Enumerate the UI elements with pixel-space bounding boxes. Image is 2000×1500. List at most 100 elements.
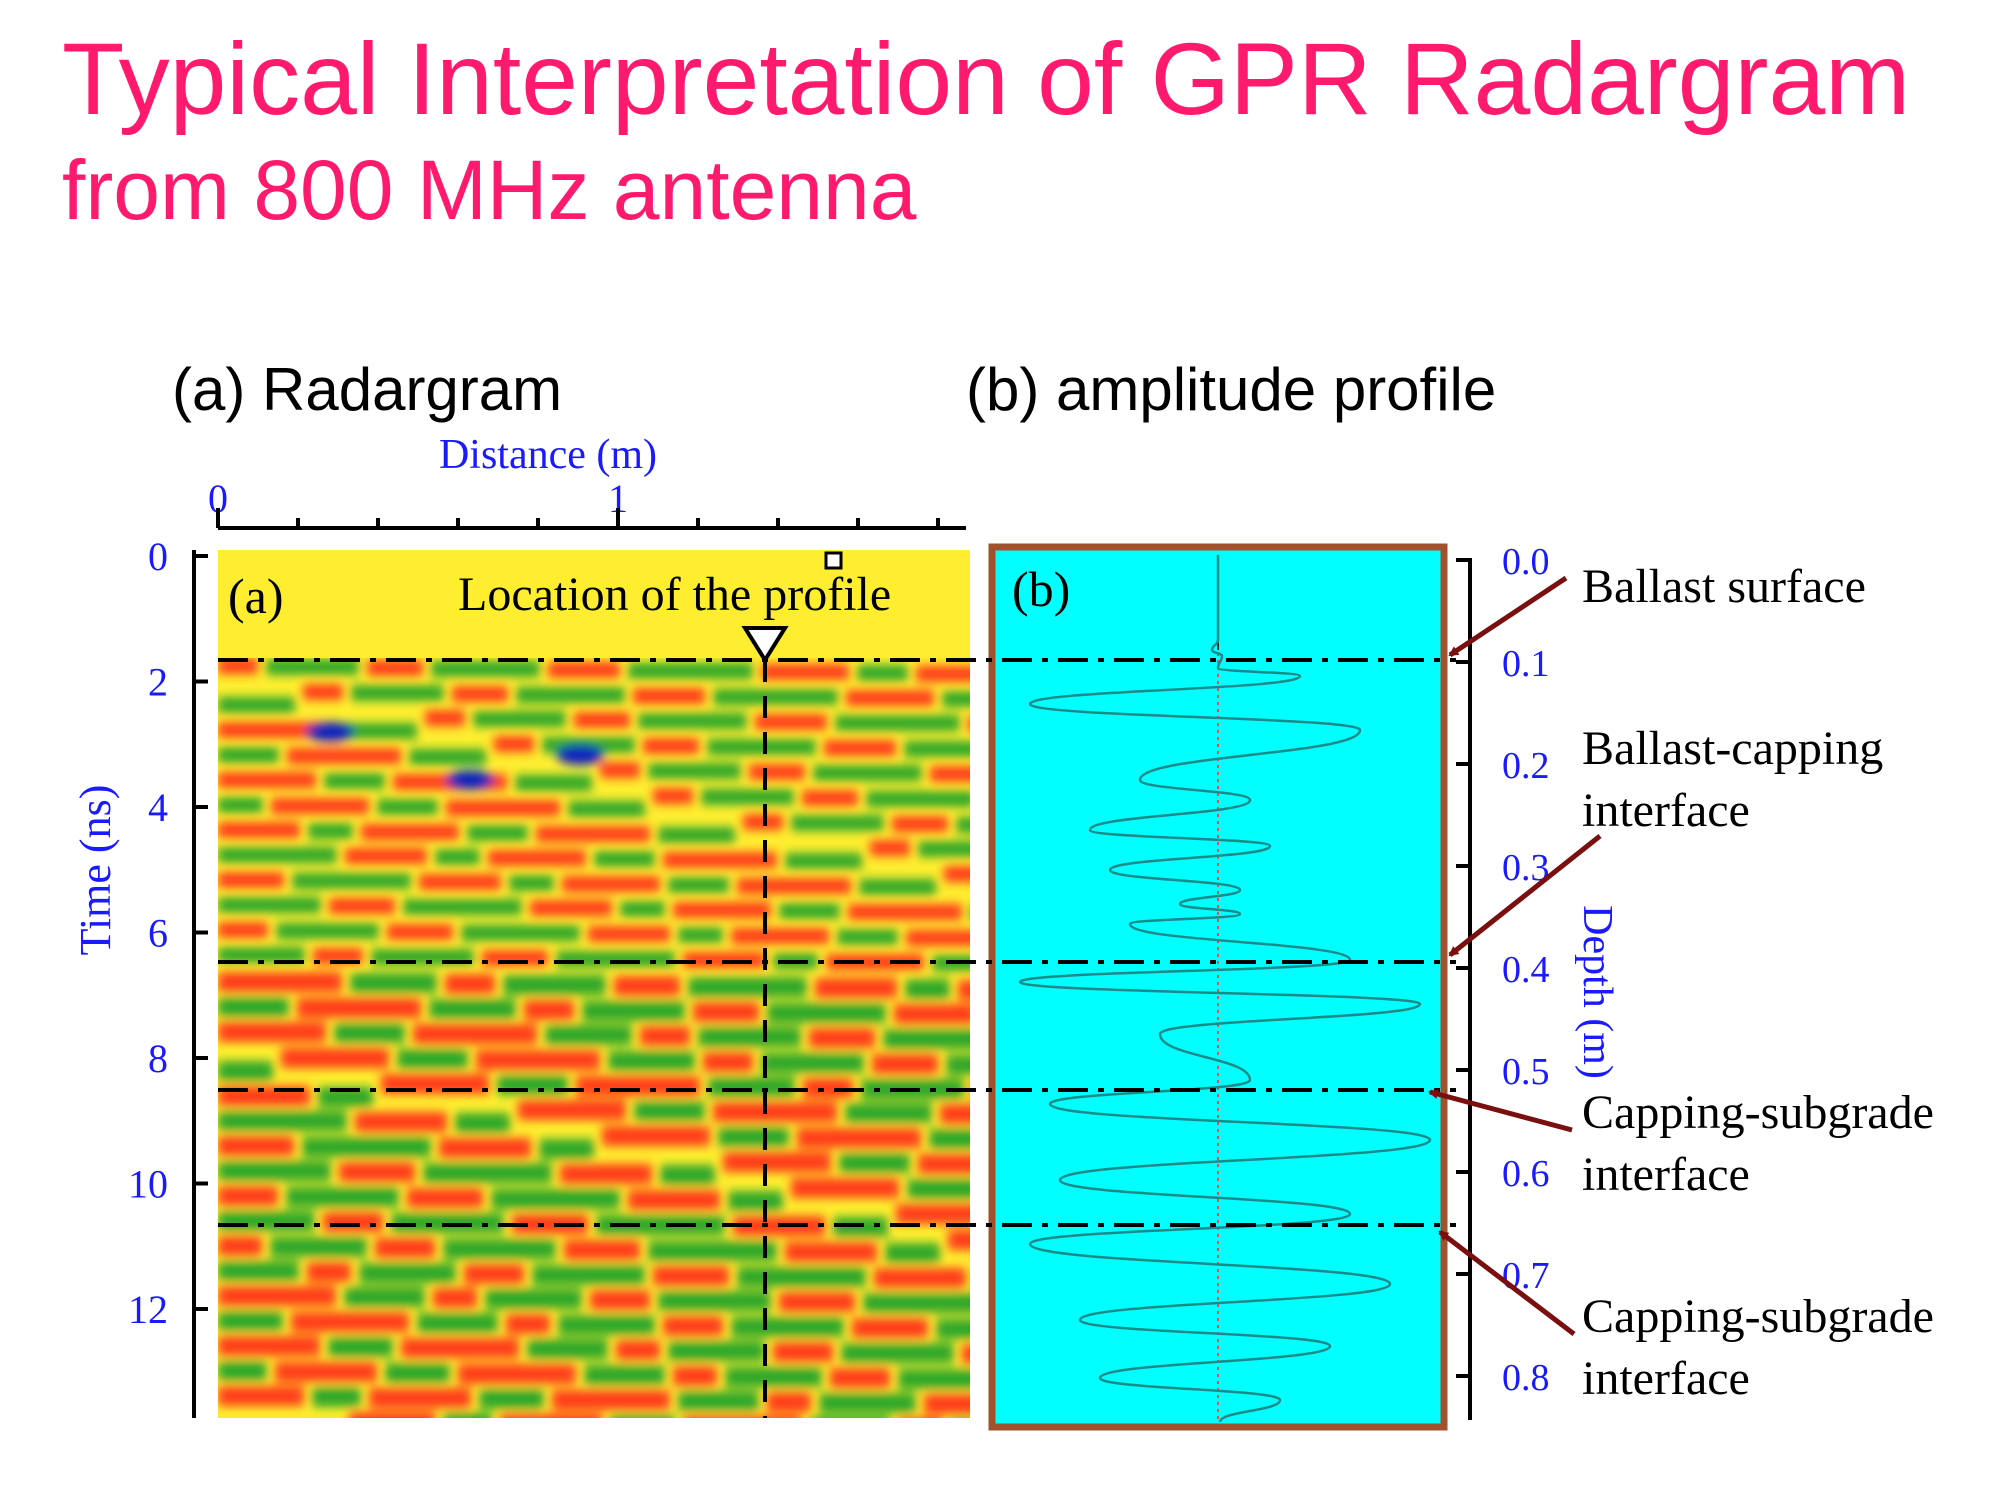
radargram-band bbox=[218, 1136, 294, 1156]
panel-b-inset-label: (b) bbox=[1012, 561, 1070, 617]
radargram-band bbox=[385, 1363, 450, 1383]
radargram-band bbox=[707, 739, 816, 755]
radargram-band bbox=[568, 801, 645, 817]
radargram-band bbox=[527, 1339, 608, 1359]
radargram-band bbox=[866, 791, 970, 807]
radargram-band bbox=[506, 1314, 550, 1334]
radargram-band bbox=[870, 840, 910, 856]
radargram-band bbox=[446, 800, 560, 816]
y-axis-label: Time (ns) bbox=[71, 785, 120, 956]
depth-tick-label: 0.4 bbox=[1502, 949, 1550, 991]
radargram-band bbox=[433, 1288, 477, 1308]
radargram-band bbox=[584, 1365, 665, 1385]
radargram-band bbox=[307, 1262, 351, 1282]
radargram-band bbox=[218, 1161, 331, 1181]
radargram-band bbox=[929, 1129, 970, 1149]
radargram-band bbox=[417, 1313, 498, 1333]
radargram-band bbox=[905, 979, 950, 999]
radargram-band bbox=[564, 1240, 640, 1260]
radargram-band bbox=[488, 850, 586, 866]
radargram-band bbox=[312, 1387, 361, 1407]
annotation-capping-subgrade-2-line1: Capping-subgrade bbox=[1582, 1290, 1934, 1343]
radargram-image bbox=[218, 550, 970, 1418]
radargram-band bbox=[600, 762, 640, 778]
radargram-band bbox=[663, 852, 777, 868]
slide-title: Typical Interpretation of GPR Radargram bbox=[62, 22, 1911, 136]
small-marker-square bbox=[824, 551, 843, 570]
annotation-capping-subgrade-1-line2: interface bbox=[1582, 1148, 1750, 1201]
radargram-band bbox=[779, 1292, 855, 1312]
radargram-band bbox=[351, 685, 444, 701]
radargram-band bbox=[930, 766, 970, 782]
radargram-band bbox=[485, 1289, 582, 1309]
radargram-band bbox=[640, 1026, 690, 1046]
interpretation-lines bbox=[218, 658, 1456, 1227]
panel-b-heading: (b) amplitude profile bbox=[966, 356, 1496, 423]
radargram-band bbox=[894, 1004, 970, 1024]
radargram-band bbox=[397, 1049, 468, 1069]
radargram-band bbox=[683, 1416, 801, 1418]
radargram-band bbox=[291, 1312, 409, 1332]
radargram-band bbox=[773, 1342, 833, 1362]
radargram-band bbox=[218, 947, 305, 963]
annotation-ballast-capping-line2: interface bbox=[1582, 784, 1750, 837]
radargram-band bbox=[737, 878, 851, 894]
radargram-band bbox=[218, 822, 300, 838]
panel-a-heading: (a) Radargram bbox=[172, 356, 562, 423]
radargram-band bbox=[287, 748, 401, 764]
radargram-band bbox=[218, 1236, 262, 1256]
y-tick-label: 12 bbox=[128, 1287, 168, 1332]
radargram-band bbox=[761, 1053, 864, 1073]
radargram-band bbox=[401, 1338, 519, 1358]
radargram-band bbox=[779, 903, 840, 919]
radargram-band bbox=[791, 1178, 899, 1198]
radargram-band bbox=[688, 977, 807, 997]
radargram-band bbox=[340, 723, 417, 739]
radargram-band bbox=[809, 1417, 890, 1418]
x-axis-label: Distance (m) bbox=[439, 432, 657, 478]
radargram-band bbox=[846, 690, 934, 706]
radargram-band bbox=[323, 1212, 383, 1232]
radargram-band bbox=[713, 689, 838, 705]
radargram-band bbox=[560, 1164, 652, 1184]
radargram-band bbox=[819, 1393, 916, 1413]
radargram-band bbox=[562, 876, 660, 892]
radargram-band bbox=[731, 928, 829, 944]
radargram-band bbox=[369, 1388, 471, 1408]
radargram-band bbox=[419, 874, 501, 890]
depth-tick-label: 0.6 bbox=[1502, 1153, 1550, 1195]
radargram-band bbox=[218, 897, 321, 913]
radargram-band bbox=[302, 1137, 431, 1157]
radargram-band bbox=[576, 1076, 700, 1096]
radargram-band bbox=[673, 1366, 717, 1386]
radargram-band bbox=[218, 772, 316, 788]
radargram-band bbox=[701, 789, 794, 805]
radargram-band bbox=[439, 1138, 531, 1158]
radargram-band bbox=[582, 1001, 685, 1021]
radargram-band bbox=[464, 1264, 524, 1284]
radargram-band bbox=[218, 847, 337, 863]
radargram-band bbox=[515, 775, 592, 791]
radargram-band bbox=[749, 764, 805, 780]
radargram-band bbox=[803, 1078, 853, 1098]
radargram-band bbox=[835, 715, 960, 731]
radargram-band bbox=[924, 1394, 970, 1414]
radargram-band bbox=[271, 798, 369, 814]
radargram-band bbox=[467, 825, 528, 841]
annotation-arrow bbox=[1438, 1230, 1576, 1336]
radargram-band bbox=[898, 1369, 970, 1389]
radargram-band bbox=[678, 927, 723, 943]
radargram-band bbox=[958, 980, 970, 1000]
radargram-band bbox=[308, 823, 353, 839]
depth-tick-label: 0.8 bbox=[1502, 1357, 1550, 1399]
y-tick-label: 6 bbox=[148, 911, 168, 956]
depth-tick-label: 0.0 bbox=[1502, 541, 1550, 583]
radargram-band bbox=[491, 1189, 620, 1209]
radargram-band bbox=[872, 1054, 938, 1074]
radargram-band bbox=[345, 848, 427, 864]
radargram-band bbox=[558, 1315, 655, 1335]
radargram-band bbox=[874, 1268, 966, 1288]
radargram-band bbox=[940, 1104, 970, 1124]
radargram-band bbox=[837, 929, 898, 945]
radargram-band bbox=[275, 1362, 377, 1382]
